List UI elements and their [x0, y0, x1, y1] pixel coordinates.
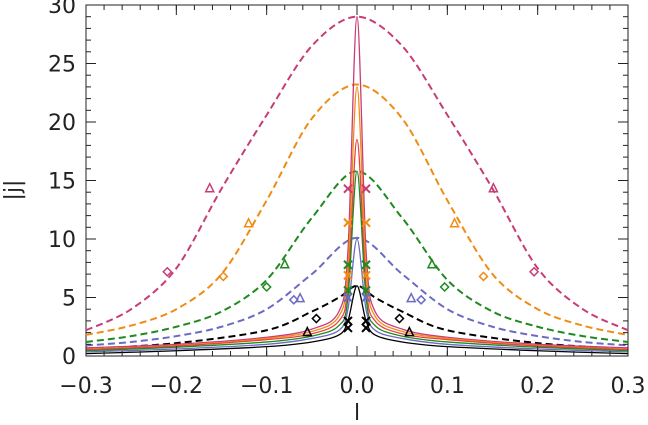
y-tick-label: 5 [62, 287, 76, 312]
marker-triangle [204, 182, 215, 193]
marker-triangle [426, 258, 438, 269]
marker-x [361, 183, 371, 194]
marker-x [343, 285, 353, 296]
marker-x-stroke [361, 316, 371, 326]
marker-triangle [449, 217, 460, 228]
marker-x [361, 323, 371, 333]
y-axis-title: |j| [1, 180, 26, 201]
marker-x [343, 217, 353, 228]
marker-diamond [439, 281, 450, 293]
marker-x-stroke [343, 260, 353, 270]
marker-x-stroke [361, 285, 371, 296]
marker-x [343, 260, 353, 270]
series-line-orange-solid [85, 86, 629, 350]
marker-x [343, 316, 353, 326]
y-tick-label: 30 [48, 0, 76, 19]
marker-x [343, 292, 353, 303]
plot-frame [85, 4, 629, 357]
marker-x-stroke [361, 183, 371, 194]
y-tick-label: 20 [48, 111, 76, 136]
series-line-green-dashed [85, 170, 629, 343]
marker-triangle [302, 325, 313, 337]
marker-diamond [261, 281, 272, 293]
marker-x [343, 323, 353, 333]
x-tick-label: 0.0 [340, 374, 375, 399]
series-line-black-solid [85, 285, 629, 355]
marker-x [361, 316, 371, 326]
marker-x-stroke [343, 183, 353, 194]
marker-triangle [294, 291, 306, 303]
marker-x-stroke [361, 260, 371, 270]
marker-x [361, 217, 371, 228]
series-layer [85, 15, 629, 355]
x-tick-label: 0.3 [611, 374, 646, 399]
series-line-blue-solid [85, 238, 629, 353]
marker-diamond [162, 266, 173, 277]
marker-triangle [279, 258, 290, 269]
marker-layer [162, 182, 540, 337]
marker-x-stroke [361, 292, 371, 303]
marker-diamond [311, 313, 322, 324]
series-line-black-dashed [85, 284, 629, 350]
marker-x-stroke [343, 217, 353, 228]
marker-x-stroke [343, 292, 353, 303]
axes-layer: −0.3 −0.2 −0.1 0.0 0.1 0.2 0.3 0 5 10 15 20 25 30 [48, 0, 646, 399]
y-tick-label: 15 [48, 170, 76, 195]
marker-x-stroke [361, 323, 371, 333]
marker-triangle [243, 217, 254, 228]
marker-diamond [528, 266, 540, 277]
marker-x-stroke [343, 316, 353, 326]
x-tick-label: 0.2 [520, 374, 555, 399]
marker-x-stroke [361, 270, 371, 280]
marker-diamond [394, 313, 405, 324]
series-line-magenta-solid [85, 16, 629, 349]
x-tick-label: −0.3 [59, 374, 112, 399]
y-tick-label: 10 [48, 228, 76, 253]
marker-x [361, 292, 371, 303]
marker-diamond [288, 294, 299, 305]
x-axis-title: l [354, 401, 360, 425]
marker-x [343, 183, 353, 194]
marker-x [361, 285, 371, 296]
marker-diamond [416, 294, 427, 305]
series-line-blue-dashed [85, 236, 629, 347]
y-tick-label: 25 [48, 53, 76, 78]
series-line-green-solid [85, 170, 629, 352]
y-tick-label: 0 [62, 345, 76, 370]
x-tick-label: −0.2 [150, 374, 203, 399]
marker-x-stroke [361, 217, 371, 228]
plot-area [85, 4, 629, 357]
marker-x-stroke [343, 270, 353, 280]
marker-triangle [404, 325, 415, 337]
marker-diamond [218, 271, 229, 282]
marker-diamond [478, 271, 489, 282]
marker-x-stroke [343, 285, 353, 296]
series-line-orange-dashed [85, 83, 629, 336]
x-tick-label: 0.1 [430, 374, 465, 399]
marker-x [343, 270, 353, 280]
series-line-magenta-dashed [85, 15, 629, 332]
marker-triangle [488, 182, 499, 193]
x-tick-label: −0.1 [240, 374, 293, 399]
marker-x [361, 260, 371, 270]
marker-x-stroke [343, 323, 353, 333]
marker-triangle [405, 291, 417, 303]
marker-x [361, 270, 371, 280]
series-line-red-solid [85, 138, 629, 351]
